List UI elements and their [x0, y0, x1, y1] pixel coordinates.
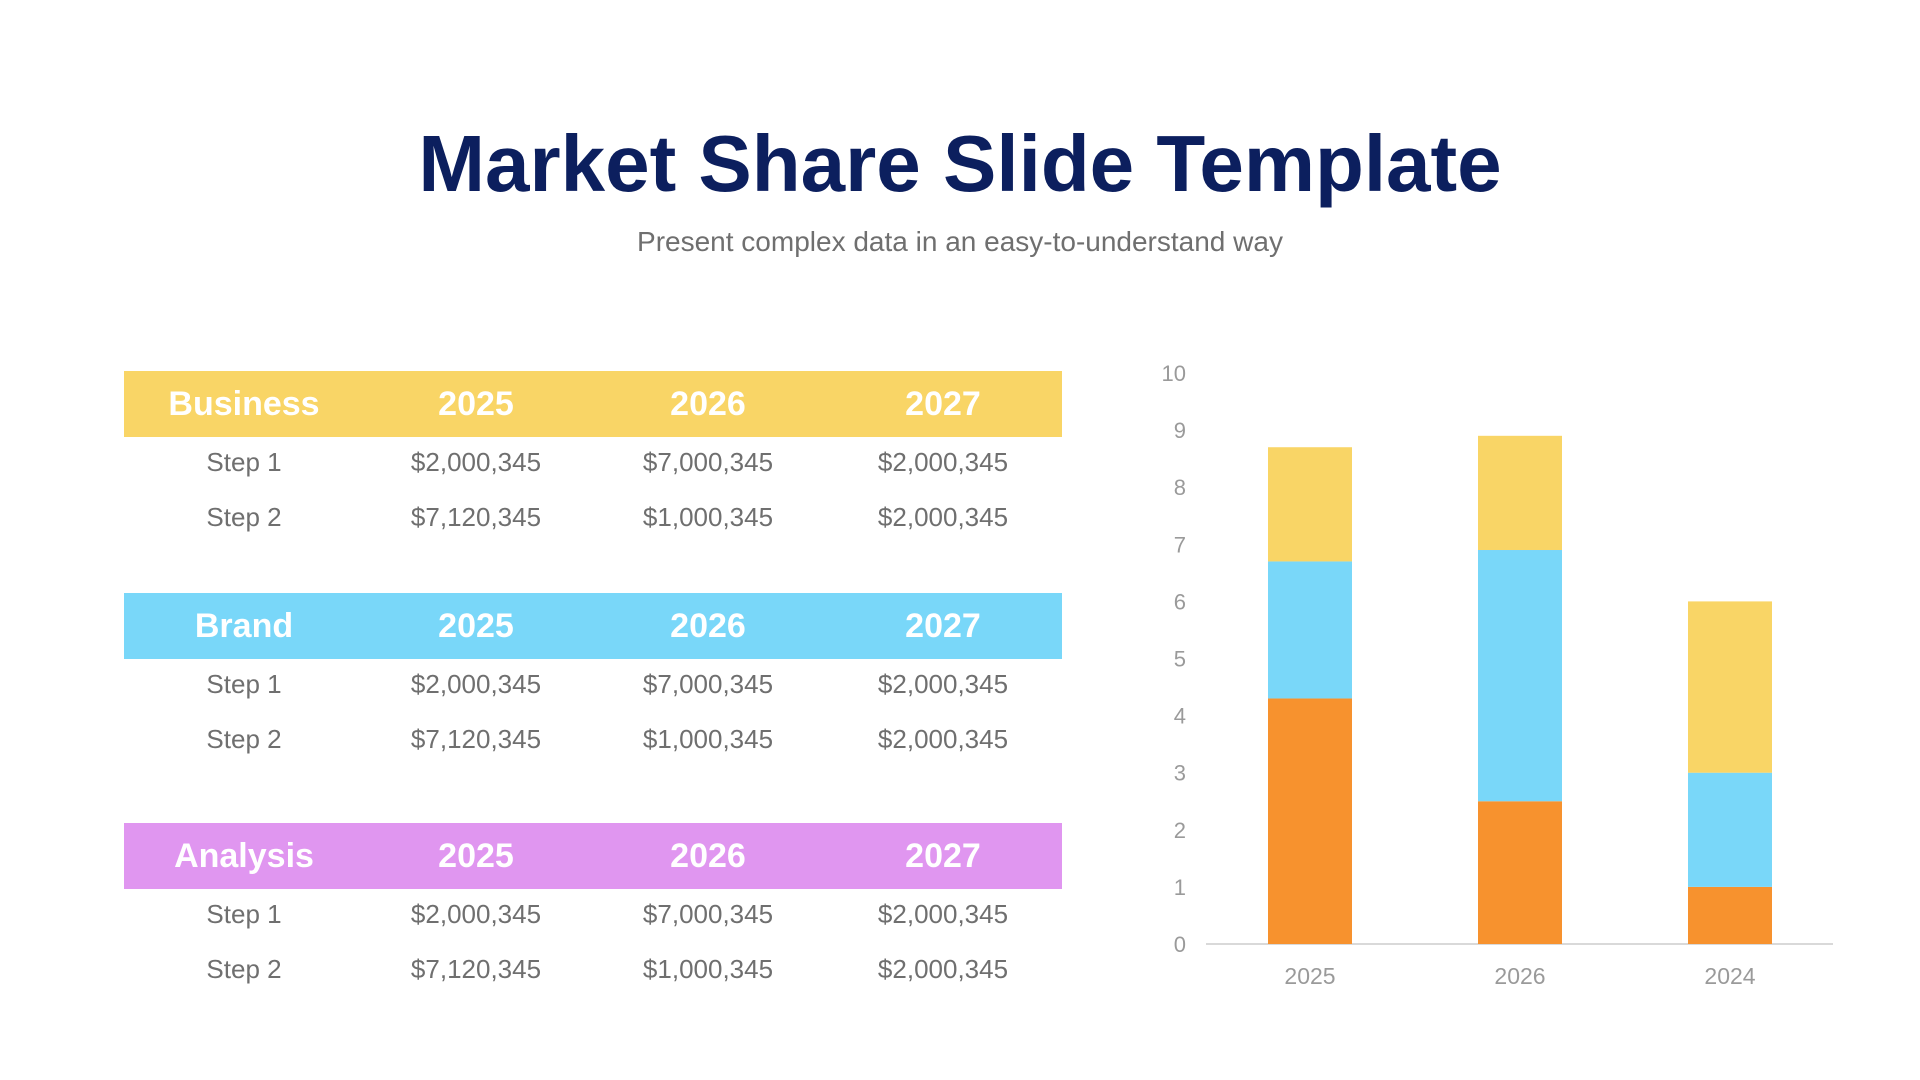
table-cell: Step 1: [206, 447, 282, 477]
table-header: Business 2025 2026 2027: [124, 371, 1062, 437]
x-tick-label: 2025: [1284, 963, 1335, 989]
header-cell: 2026: [670, 607, 746, 645]
stacked-bar-chart: 0 1 2 3 4 5 6 7 8 9 10 2025 2026 2024: [1162, 361, 1833, 989]
table-row: Step 1 $2,000,345 $7,000,345 $2,000,345: [124, 659, 1062, 714]
header-cell: Analysis: [174, 837, 314, 875]
bar-segment: [1688, 601, 1772, 773]
table-cell: $7,120,345: [410, 502, 542, 532]
table-cell: Step 1: [206, 669, 282, 699]
bar-segment: [1478, 550, 1562, 802]
header-cell: 2025: [438, 607, 514, 645]
table-cell: Step 2: [206, 954, 282, 984]
page-subtitle: Present complex data in an easy-to-under…: [637, 226, 1283, 257]
table-cell: Step 2: [206, 502, 282, 532]
table-cell: $7,000,345: [642, 669, 774, 699]
table-cell: $7,120,345: [410, 724, 542, 754]
header-cell: Business: [168, 385, 320, 423]
table-row: Step 2 $7,120,345 $1,000,345 $2,000,345: [124, 944, 1062, 999]
header-cell: 2027: [905, 607, 981, 645]
table-cell: $1,000,345: [642, 724, 774, 754]
page-title: Market Share Slide Template: [418, 119, 1502, 208]
table-cell: $2,000,345: [877, 724, 1009, 754]
table-cell: $2,000,345: [410, 899, 542, 929]
header-cell: 2027: [905, 385, 981, 423]
y-tick-label: 2: [1174, 818, 1186, 843]
table-cell: $7,000,345: [642, 447, 774, 477]
table-row: Step 1 $2,000,345 $7,000,345 $2,000,345: [124, 889, 1062, 944]
table-cell: $2,000,345: [877, 447, 1009, 477]
table-row: Step 1 $2,000,345 $7,000,345 $2,000,345: [124, 437, 1062, 492]
header-cell: 2026: [670, 837, 746, 875]
table-analysis: Analysis 2025 2026 2027 Step 1 $2,000,345 $7,0…: [124, 823, 1062, 999]
table-cell: $1,000,345: [642, 502, 774, 532]
header-cell: 2025: [438, 385, 514, 423]
table-header: Analysis 2025 2026 2027: [124, 823, 1062, 889]
header-cell: Brand: [194, 607, 294, 645]
header-cell: 2027: [905, 837, 981, 875]
y-tick-label: 10: [1162, 361, 1186, 386]
table-header: Brand 2025 2026 2027: [124, 593, 1062, 659]
table-cell: $2,000,345: [410, 447, 542, 477]
table-row: Step 2 $7,120,345 $1,000,345 $2,000,345: [124, 492, 1062, 547]
y-tick-label: 4: [1174, 704, 1186, 729]
y-tick-label: 8: [1174, 475, 1186, 500]
table-cell: $2,000,345: [877, 899, 1009, 929]
bar-segment: [1478, 435, 1562, 551]
x-tick-label: 2024: [1704, 963, 1755, 989]
table-cell: $1,000,345: [642, 954, 774, 984]
table-business: Business 2025 2026 2027 Step 1 $2,000,345 $7,0…: [124, 371, 1062, 547]
y-tick-label: 6: [1174, 589, 1186, 614]
x-tick-label: 2026: [1494, 963, 1545, 989]
table-cell: $2,000,345: [877, 502, 1009, 532]
bar-segment: [1688, 886, 1772, 944]
y-tick-label: 3: [1174, 761, 1186, 786]
y-tick-label: 9: [1174, 418, 1186, 443]
bar-segment: [1268, 561, 1352, 699]
table-cell: $2,000,345: [410, 669, 542, 699]
y-tick-label: 0: [1174, 932, 1186, 957]
header-cell: 2026: [670, 385, 746, 423]
y-tick-label: 1: [1174, 875, 1186, 900]
table-cell: Step 1: [206, 899, 282, 929]
bar-segment: [1268, 447, 1352, 562]
table-row: Step 2 $7,120,345 $1,000,345 $2,000,345: [124, 714, 1062, 769]
bar-segment: [1688, 772, 1772, 887]
bar-segment: [1478, 801, 1562, 944]
table-cell: $7,120,345: [410, 954, 542, 984]
table-cell: $7,000,345: [642, 899, 774, 929]
table-brand: Brand 2025 2026 2027 Step 1 $2,000,345 $7,000,…: [124, 593, 1062, 769]
bar-segment: [1268, 698, 1352, 944]
y-tick-label: 7: [1174, 532, 1186, 557]
y-tick-label: 5: [1174, 647, 1186, 672]
table-cell: $2,000,345: [877, 669, 1009, 699]
table-cell: $2,000,345: [877, 954, 1009, 984]
header-cell: 2025: [438, 837, 514, 875]
table-cell: Step 2: [206, 724, 282, 754]
